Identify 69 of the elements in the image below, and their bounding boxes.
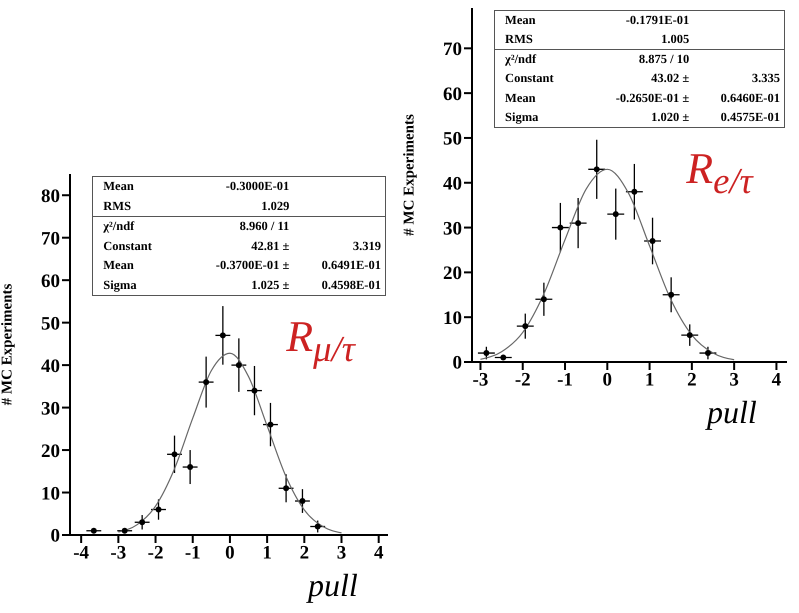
y-tick-label: 70 [41, 228, 60, 250]
y-tick-label: 50 [443, 128, 462, 150]
x-tick-label: 2 [300, 542, 310, 564]
y-tick-label: 10 [443, 308, 462, 329]
point [220, 332, 226, 338]
x-tick-label: 1 [262, 542, 272, 564]
point [668, 292, 674, 298]
point [90, 528, 97, 534]
point [686, 332, 693, 338]
point [187, 464, 194, 470]
point [522, 323, 528, 330]
x-tick-label: 3 [336, 542, 346, 564]
point [704, 350, 711, 356]
x-axis-title: pull [707, 394, 757, 431]
point [631, 188, 638, 195]
x-tick-label: -3 [110, 542, 126, 564]
point [314, 524, 321, 530]
point [283, 485, 290, 492]
x-tick-label: -2 [514, 369, 531, 390]
point [236, 362, 242, 368]
annotation: R$_{μ/τ}$ [286, 311, 355, 370]
point [172, 451, 178, 458]
y-tick-label: 70 [443, 39, 462, 60]
annotation: R$_{e/τ}$ [686, 142, 753, 202]
x-tick-label: 2 [687, 369, 697, 390]
point [122, 528, 128, 534]
y-tick-label: 30 [443, 218, 462, 240]
point [540, 296, 547, 302]
point [139, 519, 146, 526]
x-tick-label: -2 [148, 542, 164, 564]
y-tick-label: 20 [443, 263, 462, 284]
x-tick-label: -1 [557, 369, 573, 390]
point [557, 224, 564, 231]
fit-box: χ²/ndf 8.875 / 10 Constant 43.02 ± 3.335 Mean -0.2650E-01 ± 0.6460E-01 Sigma 1.020 ± 0.4575E-01 [494, 49, 785, 128]
x-axis-title: pull [308, 567, 358, 604]
y-tick-label: 50 [41, 313, 60, 334]
y-tick-label: 30 [41, 398, 60, 420]
y-axis-title: # MC Experiments [0, 284, 16, 406]
y-tick-label: 0 [50, 526, 60, 547]
point [156, 506, 162, 512]
point [594, 166, 600, 172]
x-tick-label: -3 [472, 369, 488, 390]
y-tick-label: 40 [443, 174, 462, 195]
point [500, 354, 506, 360]
point [650, 238, 656, 244]
y-tick-label: 0 [452, 352, 462, 374]
y-axis-title: # MC Experiments [401, 114, 418, 236]
x-tick-label: -1 [184, 542, 201, 564]
y-tick-label: 40 [41, 356, 60, 377]
fit-box: χ²/ndf 8.960 / 11 Constant 42.81 ± 3.319 Mean -0.3700E-01 ± 0.6491E-01 Sigma 1.025 ± 0.4598E-01 [92, 216, 386, 296]
x-tick-label: 4 [772, 369, 782, 390]
point [267, 422, 274, 428]
point [203, 379, 210, 386]
x-tick-label: 0 [225, 542, 235, 564]
point [483, 350, 490, 356]
point [612, 211, 619, 218]
x-tick-label: 0 [602, 369, 612, 390]
x-tick-label: -4 [73, 542, 90, 564]
y-tick-label: 20 [41, 440, 60, 462]
point [251, 388, 258, 394]
point [299, 498, 306, 504]
point [575, 220, 582, 226]
y-tick-label: 80 [41, 186, 60, 207]
y-tick-label: 60 [41, 270, 60, 292]
x-tick-label: 4 [374, 542, 384, 564]
y-tick-label: 10 [41, 483, 60, 504]
y-tick-label: 60 [443, 84, 462, 105]
x-tick-label: 3 [729, 369, 739, 390]
x-tick-label: 1 [644, 369, 654, 390]
